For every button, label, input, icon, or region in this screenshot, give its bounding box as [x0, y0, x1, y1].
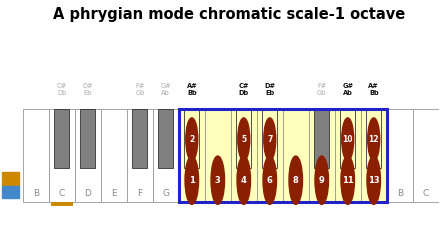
Circle shape [368, 118, 380, 161]
Text: C: C [241, 189, 247, 198]
Text: C#: C# [57, 83, 67, 89]
Bar [309, 109, 335, 202]
Bar [262, 109, 277, 168]
Text: G: G [344, 189, 351, 198]
Bar [49, 109, 75, 202]
Text: F#: F# [317, 83, 326, 89]
Text: Gb: Gb [135, 90, 144, 97]
Bar [257, 109, 283, 202]
Bar [205, 109, 231, 202]
Text: F: F [319, 189, 324, 198]
Text: 10: 10 [342, 135, 353, 144]
Circle shape [263, 156, 276, 204]
Bar [179, 109, 387, 202]
Text: 8: 8 [293, 176, 299, 185]
Text: D: D [266, 189, 273, 198]
Text: A#: A# [187, 83, 197, 89]
Text: 3: 3 [215, 176, 221, 185]
Text: B: B [215, 189, 221, 198]
Text: E: E [293, 189, 299, 198]
Text: G: G [162, 189, 169, 198]
Text: D: D [84, 189, 91, 198]
Bar [127, 109, 153, 202]
Text: 9: 9 [319, 176, 325, 185]
Bar [54, 109, 70, 168]
Text: Db: Db [57, 90, 66, 97]
Text: F#: F# [135, 83, 144, 89]
Text: 7: 7 [267, 135, 272, 144]
Bar [153, 109, 179, 202]
Text: F: F [137, 189, 143, 198]
Text: C#: C# [238, 83, 249, 89]
Bar [314, 109, 329, 168]
Bar [413, 109, 439, 202]
Text: Eb: Eb [265, 90, 274, 97]
Text: 1: 1 [189, 176, 195, 185]
Text: A: A [188, 189, 195, 198]
Bar [231, 109, 257, 202]
Circle shape [185, 156, 198, 204]
Circle shape [315, 156, 329, 204]
Text: 5: 5 [241, 135, 246, 144]
Text: A: A [370, 189, 377, 198]
Text: Eb: Eb [84, 90, 92, 97]
Circle shape [342, 118, 354, 161]
Text: E: E [111, 189, 117, 198]
Circle shape [341, 156, 355, 204]
Bar [361, 109, 387, 202]
Text: G#: G# [161, 83, 171, 89]
Text: Bb: Bb [187, 90, 197, 97]
Bar [283, 109, 309, 202]
Text: B: B [33, 189, 39, 198]
Text: Ab: Ab [161, 90, 170, 97]
Circle shape [264, 118, 276, 161]
Circle shape [289, 156, 303, 204]
Text: Ab: Ab [343, 90, 352, 97]
Bar [179, 109, 205, 202]
Circle shape [211, 156, 224, 204]
Bar [366, 109, 381, 168]
Bar [184, 109, 199, 168]
Bar [2, 186, 19, 198]
Text: C: C [422, 189, 429, 198]
Bar [75, 109, 101, 202]
Text: 4: 4 [241, 176, 247, 185]
Text: 11: 11 [342, 176, 354, 185]
Text: 12: 12 [368, 135, 379, 144]
Text: A phrygian mode chromatic scale-1 octave: A phrygian mode chromatic scale-1 octave [53, 7, 405, 22]
Text: Bb: Bb [369, 90, 378, 97]
Bar [387, 109, 413, 202]
Text: A#: A# [368, 83, 379, 89]
Bar [236, 109, 251, 168]
Text: B: B [396, 189, 403, 198]
Circle shape [186, 118, 198, 161]
Bar [132, 109, 147, 168]
Text: 13: 13 [368, 176, 380, 185]
Text: D#: D# [83, 83, 93, 89]
Bar [23, 109, 49, 202]
Bar [81, 109, 95, 168]
Text: G#: G# [342, 83, 353, 89]
Bar [2, 172, 19, 184]
Text: Db: Db [239, 90, 249, 97]
Bar [335, 109, 361, 202]
Bar [101, 109, 127, 202]
Text: C: C [59, 189, 65, 198]
Text: 2: 2 [189, 135, 194, 144]
Text: D#: D# [264, 83, 275, 89]
Circle shape [237, 156, 250, 204]
Text: Gb: Gb [317, 90, 326, 97]
Bar [340, 109, 355, 168]
Bar [158, 109, 173, 168]
Circle shape [238, 118, 250, 161]
Circle shape [367, 156, 381, 204]
Text: basicmusictheory.com: basicmusictheory.com [8, 77, 13, 125]
Text: 6: 6 [267, 176, 273, 185]
